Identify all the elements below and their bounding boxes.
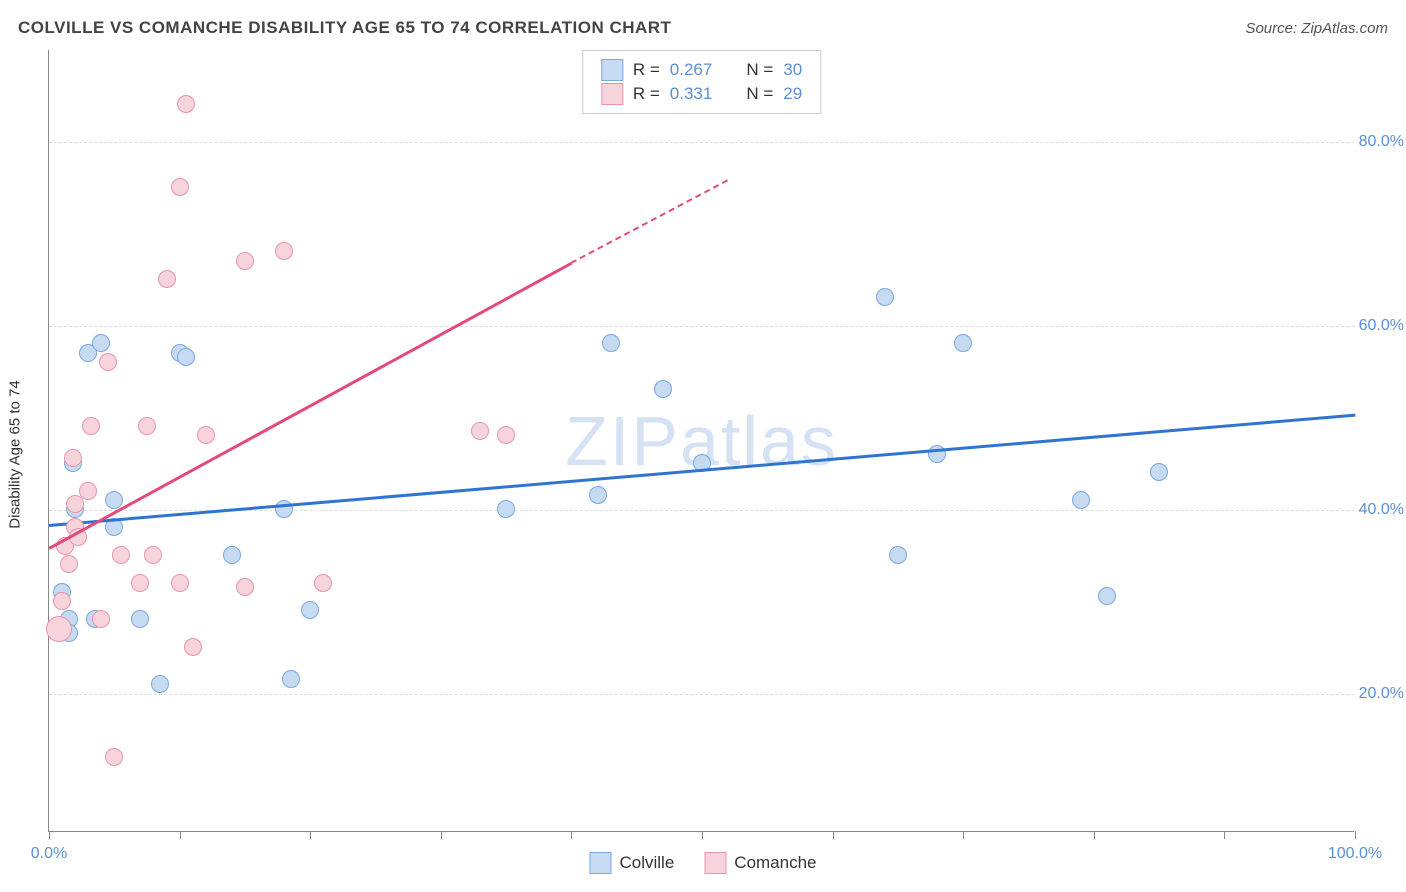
r-value: 0.331: [670, 84, 713, 104]
y-tick-label: 60.0%: [1359, 317, 1404, 335]
x-tick: [310, 831, 311, 839]
legend-swatch: [601, 59, 623, 81]
data-point: [314, 574, 332, 592]
y-axis-label: Disability Age 65 to 74: [7, 380, 24, 528]
source-label: Source: ZipAtlas.com: [1245, 20, 1388, 37]
r-value: 0.267: [670, 60, 713, 80]
data-point: [876, 288, 894, 306]
y-tick-label: 20.0%: [1359, 685, 1404, 703]
trend-line: [48, 262, 572, 549]
chart-container: COLVILLE VS COMANCHE DISABILITY AGE 65 T…: [0, 0, 1406, 892]
x-tick: [702, 831, 703, 839]
legend-label: Comanche: [734, 853, 816, 873]
data-point: [889, 546, 907, 564]
data-point: [236, 252, 254, 270]
data-point: [1072, 491, 1090, 509]
r-label: R =: [633, 84, 660, 104]
data-point: [46, 616, 72, 642]
gridline-h: [49, 510, 1354, 511]
data-point: [177, 348, 195, 366]
gridline-h: [49, 326, 1354, 327]
data-point: [497, 426, 515, 444]
data-point: [301, 601, 319, 619]
legend-label: Colville: [619, 853, 674, 873]
data-point: [131, 574, 149, 592]
data-point: [1098, 587, 1116, 605]
data-point: [602, 334, 620, 352]
x-tick-label-left: 0.0%: [31, 845, 67, 863]
r-label: R =: [633, 60, 660, 80]
data-point: [223, 546, 241, 564]
data-point: [197, 426, 215, 444]
x-tick: [833, 831, 834, 839]
x-tick: [1355, 831, 1356, 839]
x-tick: [963, 831, 964, 839]
data-point: [105, 491, 123, 509]
data-point: [954, 334, 972, 352]
data-point: [1150, 463, 1168, 481]
data-point: [79, 482, 97, 500]
data-point: [151, 675, 169, 693]
data-point: [99, 353, 117, 371]
data-point: [236, 578, 254, 596]
x-tick: [571, 831, 572, 839]
data-point: [654, 380, 672, 398]
data-point: [171, 178, 189, 196]
data-point: [144, 546, 162, 564]
legend-item: Comanche: [704, 852, 816, 874]
data-point: [158, 270, 176, 288]
data-point: [112, 546, 130, 564]
x-tick: [1224, 831, 1225, 839]
data-point: [82, 417, 100, 435]
trend-line-dashed: [571, 179, 729, 264]
gridline-h: [49, 142, 1354, 143]
data-point: [282, 670, 300, 688]
x-tick: [49, 831, 50, 839]
legend-stats-box: R = 0.267 N = 30 R = 0.331 N = 29: [582, 50, 821, 114]
data-point: [66, 495, 84, 513]
legend-item: Colville: [589, 852, 674, 874]
x-tick-label-right: 100.0%: [1328, 845, 1382, 863]
legend-swatch: [704, 852, 726, 874]
n-value: 30: [783, 60, 802, 80]
y-tick-label: 40.0%: [1359, 501, 1404, 519]
data-point: [131, 610, 149, 628]
data-point: [471, 422, 489, 440]
n-label: N =: [746, 84, 773, 104]
x-tick: [1094, 831, 1095, 839]
data-point: [64, 449, 82, 467]
n-value: 29: [783, 84, 802, 104]
data-point: [497, 500, 515, 518]
data-point: [92, 610, 110, 628]
legend-swatch: [601, 83, 623, 105]
gridline-h: [49, 694, 1354, 695]
data-point: [184, 638, 202, 656]
legend-stats-row: R = 0.267 N = 30: [601, 59, 802, 81]
x-tick: [441, 831, 442, 839]
legend-stats-row: R = 0.331 N = 29: [601, 83, 802, 105]
legend-bottom: Colville Comanche: [589, 852, 816, 874]
legend-swatch: [589, 852, 611, 874]
data-point: [275, 242, 293, 260]
data-point: [105, 748, 123, 766]
chart-title: COLVILLE VS COMANCHE DISABILITY AGE 65 T…: [18, 18, 671, 38]
data-point: [92, 334, 110, 352]
data-point: [53, 592, 71, 610]
n-label: N =: [746, 60, 773, 80]
data-point: [60, 555, 78, 573]
data-point: [589, 486, 607, 504]
data-point: [138, 417, 156, 435]
data-point: [177, 95, 195, 113]
y-tick-label: 80.0%: [1359, 133, 1404, 151]
plot-area: ZIPatlas R =0.267N =30R =0.331N =29 20.0…: [48, 50, 1354, 832]
data-point: [171, 574, 189, 592]
x-tick: [180, 831, 181, 839]
title-bar: COLVILLE VS COMANCHE DISABILITY AGE 65 T…: [18, 18, 1388, 38]
